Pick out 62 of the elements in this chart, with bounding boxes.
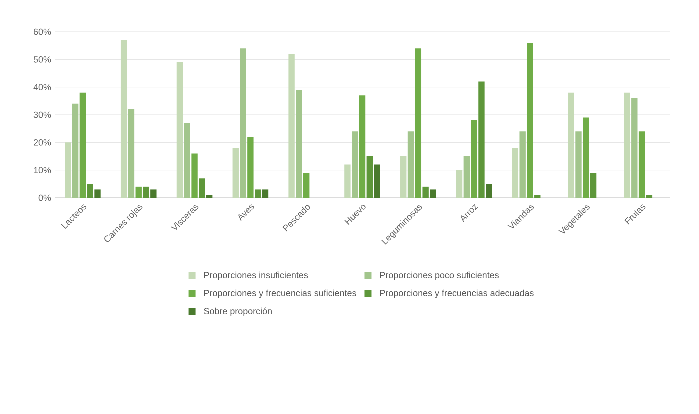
bar bbox=[430, 190, 436, 198]
bar bbox=[583, 118, 590, 198]
bar bbox=[568, 92, 574, 198]
bar bbox=[512, 148, 519, 198]
bar bbox=[143, 186, 150, 198]
bar bbox=[359, 96, 366, 198]
bar bbox=[478, 82, 485, 198]
legend-label: Proporciones y frecuencias suficientes bbox=[204, 290, 356, 298]
legend-label: Proporciones insuficientes bbox=[204, 272, 308, 280]
y-tick-label: 60% bbox=[34, 28, 52, 36]
legend-label: Proporciones y frecuencias adecuadas bbox=[380, 290, 534, 298]
bar bbox=[632, 98, 638, 198]
bar bbox=[296, 90, 302, 198]
bar bbox=[176, 62, 184, 198]
bar bbox=[120, 40, 128, 198]
y-tick-label: 0% bbox=[38, 194, 52, 202]
bar bbox=[520, 132, 526, 198]
bar bbox=[65, 142, 72, 198]
bar bbox=[422, 186, 429, 198]
legend-label: Sobre proporción bbox=[204, 308, 272, 316]
y-tick-label: 50% bbox=[34, 56, 52, 63]
y-tick-label: 30% bbox=[34, 112, 52, 118]
y-tick-label: 20% bbox=[34, 139, 52, 146]
bar bbox=[87, 184, 94, 198]
bar bbox=[408, 132, 414, 198]
bar bbox=[303, 173, 310, 198]
bar bbox=[534, 195, 541, 198]
bar bbox=[240, 48, 246, 198]
bar bbox=[646, 195, 653, 198]
bar bbox=[576, 132, 582, 198]
bar bbox=[128, 109, 135, 198]
bar bbox=[624, 92, 630, 198]
y-tick-label: 10% bbox=[34, 167, 52, 174]
bar bbox=[527, 43, 534, 198]
bar bbox=[374, 164, 380, 198]
bar bbox=[80, 92, 86, 198]
bar bbox=[486, 184, 492, 198]
bar bbox=[192, 154, 198, 198]
bar bbox=[94, 190, 101, 198]
bar bbox=[199, 178, 206, 198]
bar bbox=[400, 156, 407, 198]
bar bbox=[206, 195, 213, 198]
bar bbox=[352, 132, 358, 198]
bar bbox=[366, 156, 374, 198]
bar bbox=[288, 54, 295, 198]
bar bbox=[232, 148, 239, 198]
bar bbox=[456, 170, 463, 198]
bar bbox=[262, 190, 269, 198]
bar bbox=[415, 48, 422, 198]
y-tick-label: 40% bbox=[34, 84, 52, 91]
legend-label: Proporciones poco suficientes bbox=[380, 272, 499, 280]
bar bbox=[248, 137, 254, 198]
bar bbox=[184, 123, 190, 198]
bar bbox=[464, 156, 470, 198]
bar bbox=[471, 120, 478, 198]
bar bbox=[150, 190, 157, 198]
bar bbox=[254, 190, 262, 198]
bar bbox=[136, 186, 142, 198]
bar bbox=[72, 104, 79, 198]
bar bbox=[590, 173, 597, 198]
bar bbox=[638, 132, 646, 198]
bar bbox=[344, 164, 351, 198]
